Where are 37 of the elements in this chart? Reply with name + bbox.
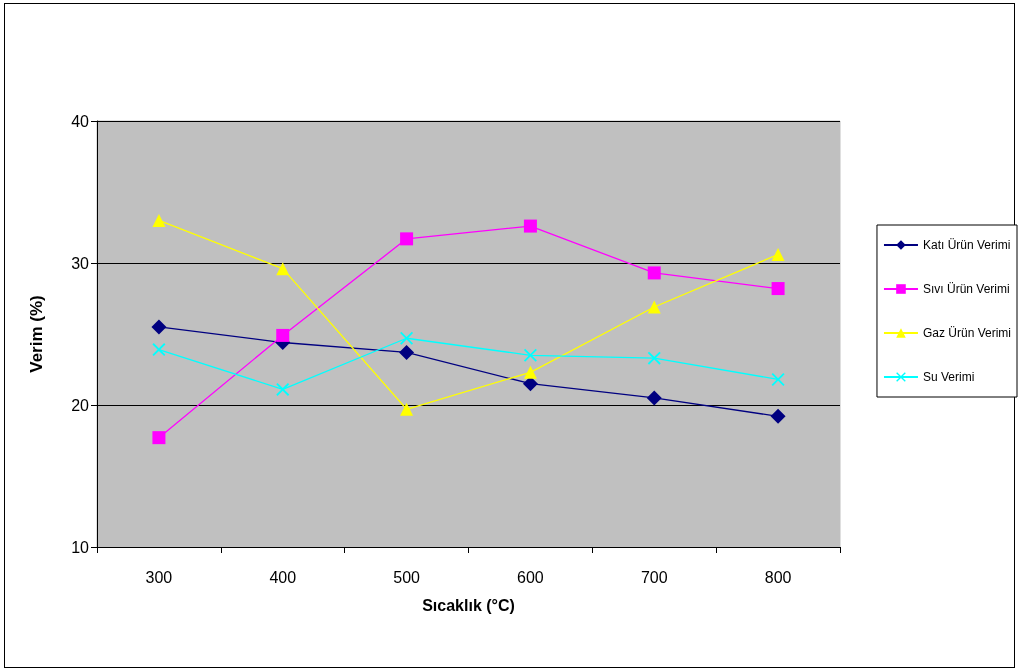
point [771,247,785,261]
point [646,390,662,406]
x-tick-label: 300 [145,568,173,586]
x-axis-title: Sıcaklık (°C) [422,596,515,614]
point [276,262,290,276]
point [400,402,414,416]
point [523,219,537,233]
point [152,431,166,445]
y-tick-label: 10 [71,538,90,556]
point [399,344,415,360]
x-tick-label: 700 [640,568,668,586]
legend-label: Su Verimi [922,370,975,384]
point [522,376,538,392]
point [400,232,414,246]
point [771,282,785,296]
point [152,213,166,227]
point [276,328,290,342]
x-tick-label: 400 [269,568,297,586]
point [276,382,290,396]
x-tick-label: 600 [517,568,544,586]
point [770,408,786,424]
y-tick-label: 20 [71,396,90,414]
x-tick-label: 500 [393,568,421,586]
legend-label: Sıvı Ürün Verimi [922,282,1010,296]
y-tick-label: 30 [71,254,90,272]
point [523,348,537,362]
y-axis-title: Verim (%) [27,295,46,373]
point [647,300,661,314]
x-tick-label: 800 [764,568,792,586]
y-tick-label: 40 [71,112,90,130]
point [151,319,167,335]
legend-label: Gaz Ürün Verimi [922,326,1012,340]
point [647,266,661,280]
point [400,331,414,345]
legend-label: Katı Ürün Verimi [922,238,1011,252]
point [523,365,537,379]
point [647,351,661,365]
